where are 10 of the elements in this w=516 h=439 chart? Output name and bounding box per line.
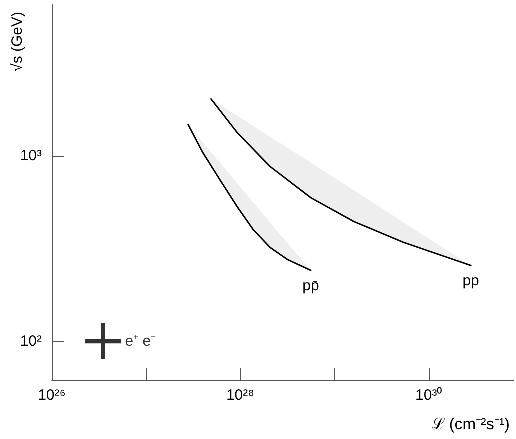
- series-label: e⁺ e⁻: [125, 332, 156, 350]
- y-tick-label: 10²: [20, 332, 42, 350]
- y-axis-title: √s (GeV): [9, 12, 26, 72]
- series-label: pp: [462, 272, 480, 290]
- x-tick-label: 10²⁸: [226, 387, 254, 404]
- x-tick-label: 10²⁶: [38, 387, 66, 404]
- x-axis-title: ℒ (cm⁻²s⁻¹): [432, 416, 510, 434]
- x-tick-label: 10³⁰: [416, 387, 442, 404]
- series-label: pp̄: [302, 278, 320, 295]
- y-tick-label: 10³: [20, 147, 42, 164]
